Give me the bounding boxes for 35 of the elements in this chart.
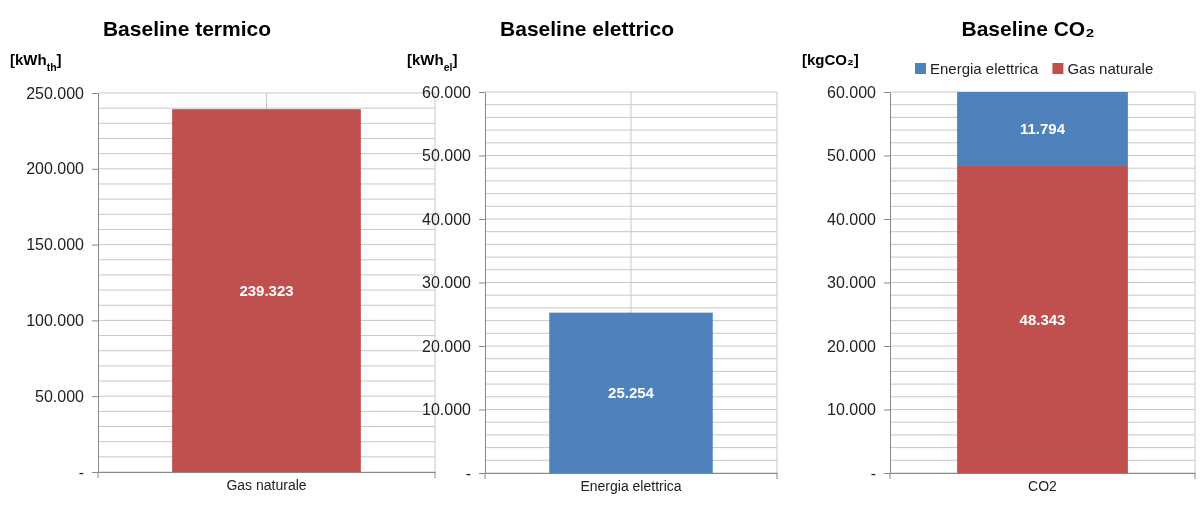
chart-title: Baseline CO₂ xyxy=(961,17,1095,40)
y-tick-label: 200.000 xyxy=(26,160,85,178)
data-label: 11.794 xyxy=(1019,120,1066,138)
y-tick-label: 250.000 xyxy=(26,84,85,102)
chart-title: Baseline elettrico xyxy=(500,17,674,40)
y-tick-label: 50.000 xyxy=(35,387,85,405)
y-tick-label: 20.000 xyxy=(422,337,472,355)
x-tick-label: CO2 xyxy=(1028,478,1058,495)
x-tick-label: Energia elettrica xyxy=(580,478,682,495)
y-axis-title: [kWh$_{el}$] xyxy=(407,51,458,73)
chart-title: Baseline termico xyxy=(102,17,272,40)
y-tick-label: 60.000 xyxy=(827,83,877,101)
y-tick-label: 20.000 xyxy=(827,337,877,355)
y-tick-label: 30.000 xyxy=(422,274,472,292)
y-tick-label: 100.000 xyxy=(26,312,85,330)
legend-label: Energia elettrica xyxy=(930,60,1040,77)
y-tick-label: - xyxy=(870,464,876,482)
data-label: 25.254 xyxy=(608,383,655,401)
y-tick-label: 50.000 xyxy=(422,147,472,165)
x-tick-label: Gas naturale xyxy=(226,477,307,494)
y-axis-title: [kWh$_{th}$] xyxy=(10,51,62,73)
y-tick-label: 60.000 xyxy=(422,83,472,101)
y-axis-title: [kgCO₂] xyxy=(802,51,859,68)
y-tick-label: 10.000 xyxy=(422,401,472,419)
data-label: 239.323 xyxy=(239,281,294,299)
y-tick-label: - xyxy=(78,463,84,481)
legend-label: Gas naturale xyxy=(1067,60,1154,77)
y-tick-label: 10.000 xyxy=(827,401,877,419)
y-tick-label: - xyxy=(465,464,471,482)
y-tick-label: 40.000 xyxy=(827,210,877,228)
data-label: 48.343 xyxy=(1019,310,1066,328)
y-tick-label: 30.000 xyxy=(827,274,877,292)
y-tick-label: 40.000 xyxy=(422,210,472,228)
y-tick-label: 150.000 xyxy=(26,236,85,254)
y-tick-label: 50.000 xyxy=(827,147,877,165)
